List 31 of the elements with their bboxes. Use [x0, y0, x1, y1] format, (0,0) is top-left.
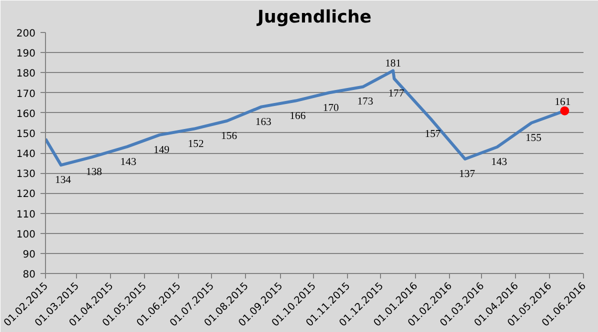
data-label: 156 — [221, 130, 238, 142]
y-tick-label: 110 — [16, 209, 36, 220]
data-label: 143 — [120, 156, 136, 168]
data-label: 163 — [255, 116, 272, 128]
y-tick-label: 190 — [16, 48, 36, 60]
y-tick-label: 200 — [16, 28, 36, 40]
y-tick-label: 100 — [16, 229, 36, 240]
y-tick-label: 160 — [16, 108, 36, 120]
data-label: 177 — [388, 88, 405, 100]
y-tick-label: 80 — [22, 270, 36, 280]
data-label: 181 — [385, 58, 402, 70]
data-label: 170 — [322, 102, 339, 114]
data-label: 149 — [154, 144, 170, 156]
y-tick-label: 130 — [16, 169, 36, 180]
data-label: 137 — [459, 169, 476, 180]
data-label: 173 — [357, 96, 374, 108]
data-label: 134 — [55, 175, 72, 186]
data-label: 155 — [525, 132, 542, 144]
data-label: 166 — [290, 110, 306, 122]
y-tick-label: 140 — [16, 149, 36, 160]
data-label: 161 — [554, 96, 571, 108]
data-label: 138 — [86, 167, 102, 178]
y-tick-label: 150 — [16, 128, 36, 140]
y-tick-label: 90 — [22, 249, 36, 260]
data-label: 152 — [188, 138, 204, 150]
y-tick-label: 120 — [16, 189, 36, 200]
data-label: 157 — [424, 128, 442, 140]
data-label: 143 — [491, 156, 508, 168]
chart-title: Jugendliche — [256, 8, 372, 28]
y-tick-label: 170 — [16, 88, 36, 100]
y-tick-label: 180 — [16, 68, 36, 80]
